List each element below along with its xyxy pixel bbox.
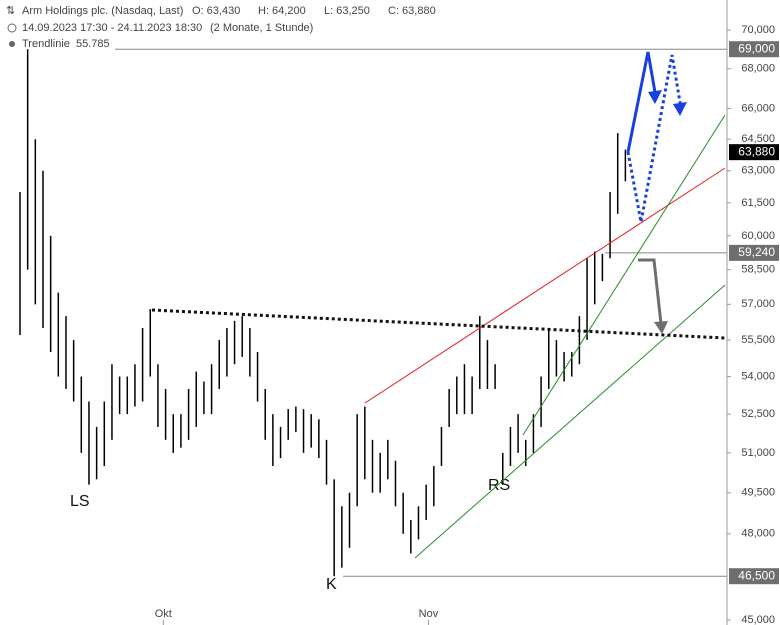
y-tick-label: 55,500 [741, 334, 775, 346]
icon [7, 23, 17, 33]
price-label-box [729, 144, 779, 161]
icon: ⇅ [6, 5, 15, 17]
high: H: 64,200 [258, 5, 306, 17]
trend-line [414, 284, 726, 559]
price-label: 46,500 [738, 568, 775, 582]
y-tick-label: 66,000 [741, 102, 775, 114]
y-tick-label: 63,000 [741, 165, 775, 177]
annotation: K [326, 576, 337, 593]
arrowhead [673, 102, 687, 116]
arrow [638, 258, 663, 325]
icon [9, 41, 15, 47]
y-tick-label: 70,000 [741, 24, 775, 36]
arrow [626, 51, 658, 153]
y-tick-label: 52,500 [741, 408, 775, 420]
x-tick-label: Okt [155, 608, 172, 620]
y-tick-label: 51,000 [741, 447, 775, 459]
close: C: 63,880 [388, 5, 436, 17]
arrowhead [654, 321, 668, 334]
open: O: 63,430 [192, 5, 240, 17]
y-tick-label: 68,000 [741, 63, 775, 75]
y-tick-label: 60,000 [741, 230, 775, 242]
x-tick-label: Nov [419, 608, 439, 620]
price-label: 63,880 [738, 144, 775, 158]
trend-line [364, 167, 726, 404]
low: L: 63,250 [324, 5, 370, 17]
trend-line [522, 114, 726, 436]
period: 14.09.2023 17:30 - 24.11.2023 18:30 [22, 22, 202, 34]
chart-title: Arm Holdings plc. (Nasdaq, Last) [22, 5, 183, 17]
y-tick-label: 45,000 [741, 614, 775, 625]
arrowhead [648, 90, 662, 104]
price-label-box [729, 244, 779, 261]
y-tick-label: 54,000 [741, 370, 775, 382]
price-label: 59,240 [738, 245, 775, 259]
y-tick-label: 64,500 [741, 133, 775, 145]
y-tick-label: 61,500 [741, 197, 775, 209]
y-tick-label: 57,000 [741, 298, 775, 310]
arrow [626, 54, 683, 223]
y-tick-label: 49,500 [741, 487, 775, 499]
indicator-value: 55.785 [76, 38, 110, 50]
y-tick-label: 58,500 [741, 264, 775, 276]
header: ⇅ Arm Holdings plc. (Nasdaq, Last) O: 63… [6, 5, 436, 50]
annotation: RS [488, 477, 510, 494]
period-note: (2 Monate, 1 Stunde) [210, 22, 313, 34]
annotation: LS [70, 493, 90, 510]
indicator-name: Trendlinie [22, 38, 70, 50]
y-tick-label: 48,000 [741, 528, 775, 540]
price-label-box [729, 41, 779, 58]
price-label: 69,000 [738, 41, 775, 55]
drawings [151, 51, 726, 559]
neckline [151, 308, 726, 340]
price-label-box [729, 568, 779, 585]
